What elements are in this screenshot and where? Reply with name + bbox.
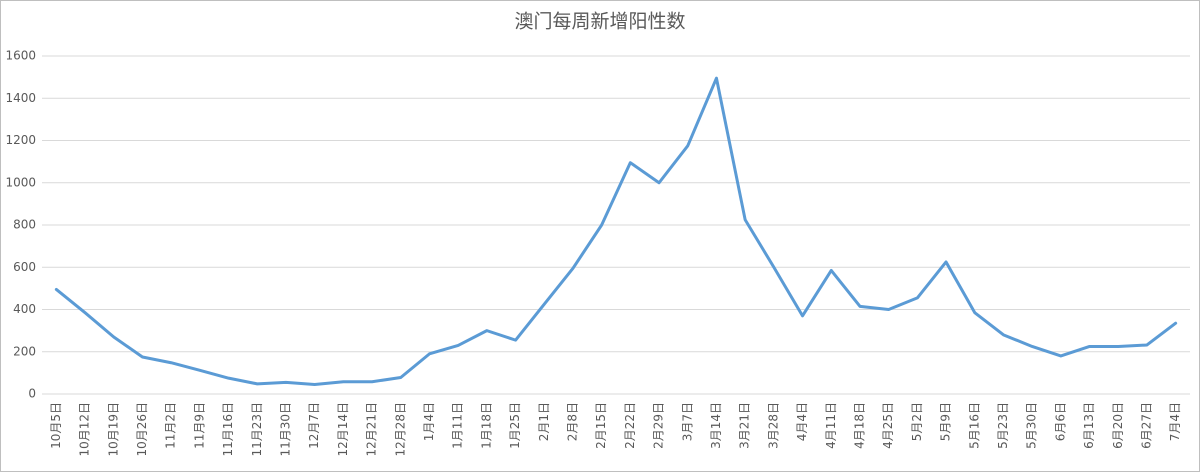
x-tick-label: 6月13日 (1082, 402, 1096, 449)
x-tick-label: 11月16日 (221, 402, 235, 457)
x-tick-label: 6月6日 (1053, 402, 1067, 441)
y-tick-label: 1400 (5, 91, 36, 105)
x-tick-label: 3月28日 (766, 402, 780, 449)
y-tick-label: 200 (13, 344, 36, 358)
y-tick-label: 1600 (5, 49, 36, 63)
y-tick-label: 1000 (5, 175, 36, 189)
x-tick-label: 12月7日 (307, 402, 321, 449)
x-tick-label: 2月15日 (594, 402, 608, 449)
x-tick-label: 6月20日 (1111, 402, 1125, 449)
x-tick-label: 5月23日 (996, 402, 1010, 449)
x-tick-label: 12月28日 (393, 402, 407, 457)
x-tick-label: 12月21日 (365, 402, 379, 457)
x-tick-label: 5月9日 (939, 402, 953, 441)
x-tick-label: 1月25日 (508, 402, 522, 449)
x-tick-label: 5月30日 (1025, 402, 1039, 449)
x-tick-label: 10月12日 (78, 402, 92, 457)
x-tick-label: 10月19日 (106, 402, 120, 457)
x-tick-label: 10月5日 (49, 402, 63, 449)
y-tick-label: 0 (28, 387, 36, 401)
x-tick-label: 2月8日 (565, 402, 579, 441)
x-tick-label: 2月29日 (652, 402, 666, 449)
x-tick-label: 2月22日 (623, 402, 637, 449)
x-tick-label: 5月2日 (910, 402, 924, 441)
x-tick-label: 11月23日 (250, 402, 264, 457)
x-tick-label: 7月4日 (1168, 402, 1182, 441)
x-tick-label: 4月18日 (852, 402, 866, 449)
x-tick-label: 1月11日 (451, 402, 465, 449)
y-tick-label: 600 (13, 260, 36, 274)
x-tick-label: 4月4日 (795, 402, 809, 441)
x-tick-label: 5月16日 (967, 402, 981, 449)
x-tick-label: 2月1日 (537, 402, 551, 441)
x-tick-label: 3月7日 (680, 402, 694, 441)
x-tick-label: 4月25日 (881, 402, 895, 449)
x-tick-label: 11月9日 (192, 402, 206, 449)
x-tick-label: 1月18日 (479, 402, 493, 449)
data-line (54, 76, 1178, 386)
x-tick-label: 4月11日 (824, 402, 838, 449)
x-tick-label: 12月14日 (336, 402, 350, 457)
x-tick-label: 11月30日 (278, 402, 292, 457)
x-tick-label: 10月26日 (135, 402, 149, 457)
y-tick-label: 1200 (5, 133, 36, 147)
y-tick-label: 400 (13, 302, 36, 316)
x-tick-label: 6月27日 (1139, 402, 1153, 449)
chart-title: 澳门每周新增阳性数 (514, 11, 685, 33)
x-tick-label: 1月4日 (422, 402, 436, 441)
x-tick-label: 3月14日 (709, 402, 723, 449)
x-tick-label: 3月21日 (738, 402, 752, 449)
y-tick-label: 800 (13, 218, 36, 232)
x-tick-label: 11月2日 (164, 402, 178, 449)
